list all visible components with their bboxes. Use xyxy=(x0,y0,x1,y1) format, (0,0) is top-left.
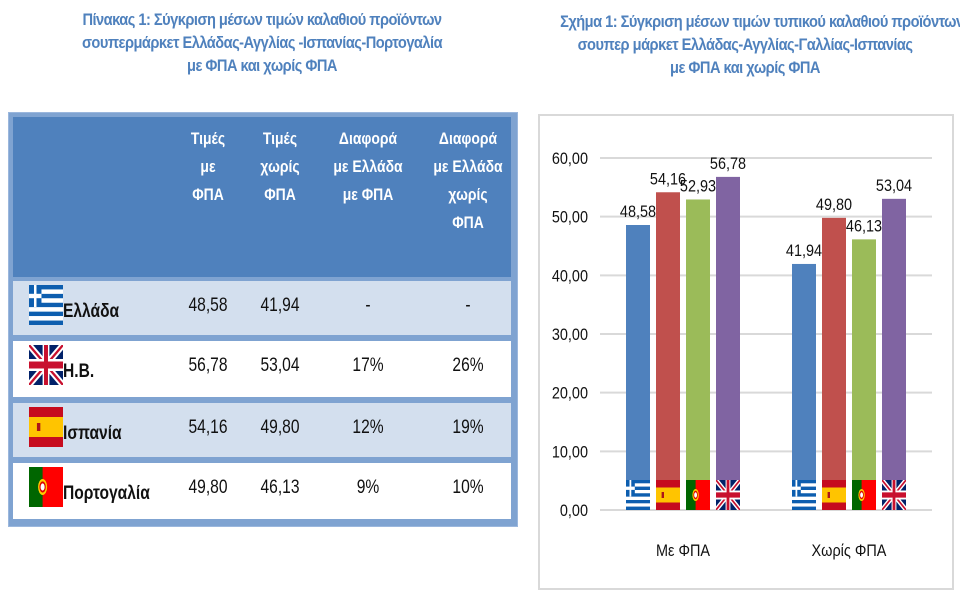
table-header: Τιμές με ΦΠΑ Τιμές χωρίς ΦΠΑ Διαφορά με … xyxy=(13,117,511,277)
portugal-flag-icon xyxy=(29,467,63,512)
chart-title: Σχήμα 1: Σύγκριση μέσων τιμών τυπικού κα… xyxy=(530,10,960,79)
country-name: Ισπανία xyxy=(63,423,122,444)
chart-frame xyxy=(538,114,954,590)
table-cell: 41,94 xyxy=(260,295,300,316)
table-cell: - xyxy=(465,295,471,316)
chart-title-line: Σχήμα 1: Σύγκριση μέσων τιμών τυπικού κα… xyxy=(560,12,960,31)
price-comparison-table: Τιμές με ΦΠΑ Τιμές χωρίς ΦΠΑ Διαφορά με … xyxy=(8,112,518,527)
table-cell: 54,16 xyxy=(188,417,228,438)
chart-title-line: με ΦΠΑ και χωρίς ΦΠΑ xyxy=(670,58,820,77)
greece-flag-icon xyxy=(29,285,63,330)
table-cell: - xyxy=(365,295,371,316)
table-title: Πίνακας 1: Σύγκριση μέσων τιμών καλαθιού… xyxy=(0,8,524,77)
table-cell: 26% xyxy=(452,355,484,376)
header-diff-without-vat: Διαφορά με Ελλάδα χωρίς ΦΠΑ xyxy=(433,129,503,232)
table-cell: 19% xyxy=(452,417,484,438)
table-title-line: σουπερμάρκετ Ελλάδας-Αγγλίας -Ισπανίας-Π… xyxy=(81,33,443,52)
header-price-without-vat: Τιμές χωρίς ΦΠΑ xyxy=(260,129,300,204)
table-row: Πορτογαλία 49,80 46,13 9% 10% xyxy=(13,463,511,519)
table-cell: 12% xyxy=(352,417,384,438)
table-cell: 17% xyxy=(352,355,384,376)
table-title-line: Πίνακας 1: Σύγκριση μέσων τιμών καλαθιού… xyxy=(82,10,442,29)
header-diff-with-vat: Διαφορά με Ελλάδα με ΦΠΑ xyxy=(333,129,403,204)
chart-title-line: σουπερ μάρκετ Ελλάδας-Αγγλίας-Γαλλίας-Ισ… xyxy=(577,35,913,54)
table-cell: 9% xyxy=(356,477,380,498)
table-cell: 46,13 xyxy=(260,477,300,498)
header-price-with-vat: Τιμές με ΦΠΑ xyxy=(190,129,226,204)
table-row: Η.Β. 56,78 53,04 17% 26% xyxy=(13,341,511,397)
table-cell: 10% xyxy=(452,477,484,498)
table-cell: 53,04 xyxy=(260,355,300,376)
table-cell: 48,58 xyxy=(188,295,228,316)
table-cell: 56,78 xyxy=(188,355,228,376)
country-name: Η.Β. xyxy=(63,361,95,382)
spain-flag-icon xyxy=(29,407,63,452)
table-cell: 49,80 xyxy=(260,417,300,438)
table-cell: 49,80 xyxy=(188,477,228,498)
country-name: Πορτογαλία xyxy=(63,483,150,504)
table-title-line: με ΦΠΑ και χωρίς ΦΠΑ xyxy=(187,56,337,75)
country-name: Ελλάδα xyxy=(63,301,120,322)
table-row: Ελλάδα 48,58 41,94 - - xyxy=(13,281,511,335)
table-row: Ισπανία 54,16 49,80 12% 19% xyxy=(13,403,511,457)
uk-flag-icon xyxy=(27,341,65,390)
